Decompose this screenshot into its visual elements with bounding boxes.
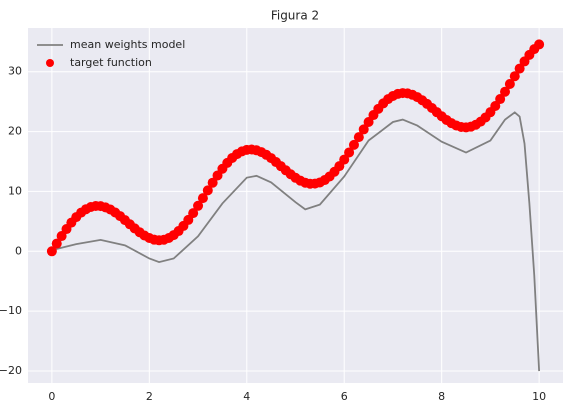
target-point: [514, 63, 525, 74]
plot-area: [28, 28, 563, 383]
x-tick-label: 10: [532, 390, 546, 403]
target-point: [348, 139, 359, 150]
y-tick-label: −20: [0, 364, 22, 377]
chart-title: Figura 2: [271, 9, 319, 23]
target-point: [193, 200, 204, 211]
target-point: [504, 78, 515, 89]
x-tick-label: 8: [438, 390, 445, 403]
target-point: [353, 132, 364, 143]
target-point: [344, 147, 355, 158]
y-tick-label: 10: [8, 184, 22, 197]
target-point: [495, 94, 506, 105]
y-tick-label: 30: [8, 65, 22, 78]
target-point: [490, 101, 501, 112]
target-point: [207, 177, 218, 188]
legend-swatch: [46, 59, 54, 67]
y-tick-label: 20: [8, 125, 22, 138]
y-tick-label: 0: [15, 244, 22, 257]
x-tick-label: 0: [48, 390, 55, 403]
target-point: [358, 124, 369, 135]
target-point: [46, 246, 57, 257]
target-point: [500, 86, 511, 97]
x-tick-label: 2: [146, 390, 153, 403]
y-tick-label: −10: [0, 304, 22, 317]
target-point: [202, 185, 213, 196]
legend-label: mean weights model: [70, 38, 185, 51]
x-tick-label: 6: [341, 390, 348, 403]
target-point: [509, 71, 520, 82]
target-point: [534, 39, 545, 50]
target-point: [339, 154, 350, 165]
target-point: [188, 208, 199, 219]
target-point: [51, 238, 62, 249]
legend-label: target function: [70, 56, 152, 69]
target-point: [363, 116, 374, 127]
x-tick-label: 4: [243, 390, 250, 403]
target-point: [197, 193, 208, 204]
model-line: [51, 111, 541, 372]
target-point: [56, 231, 67, 242]
